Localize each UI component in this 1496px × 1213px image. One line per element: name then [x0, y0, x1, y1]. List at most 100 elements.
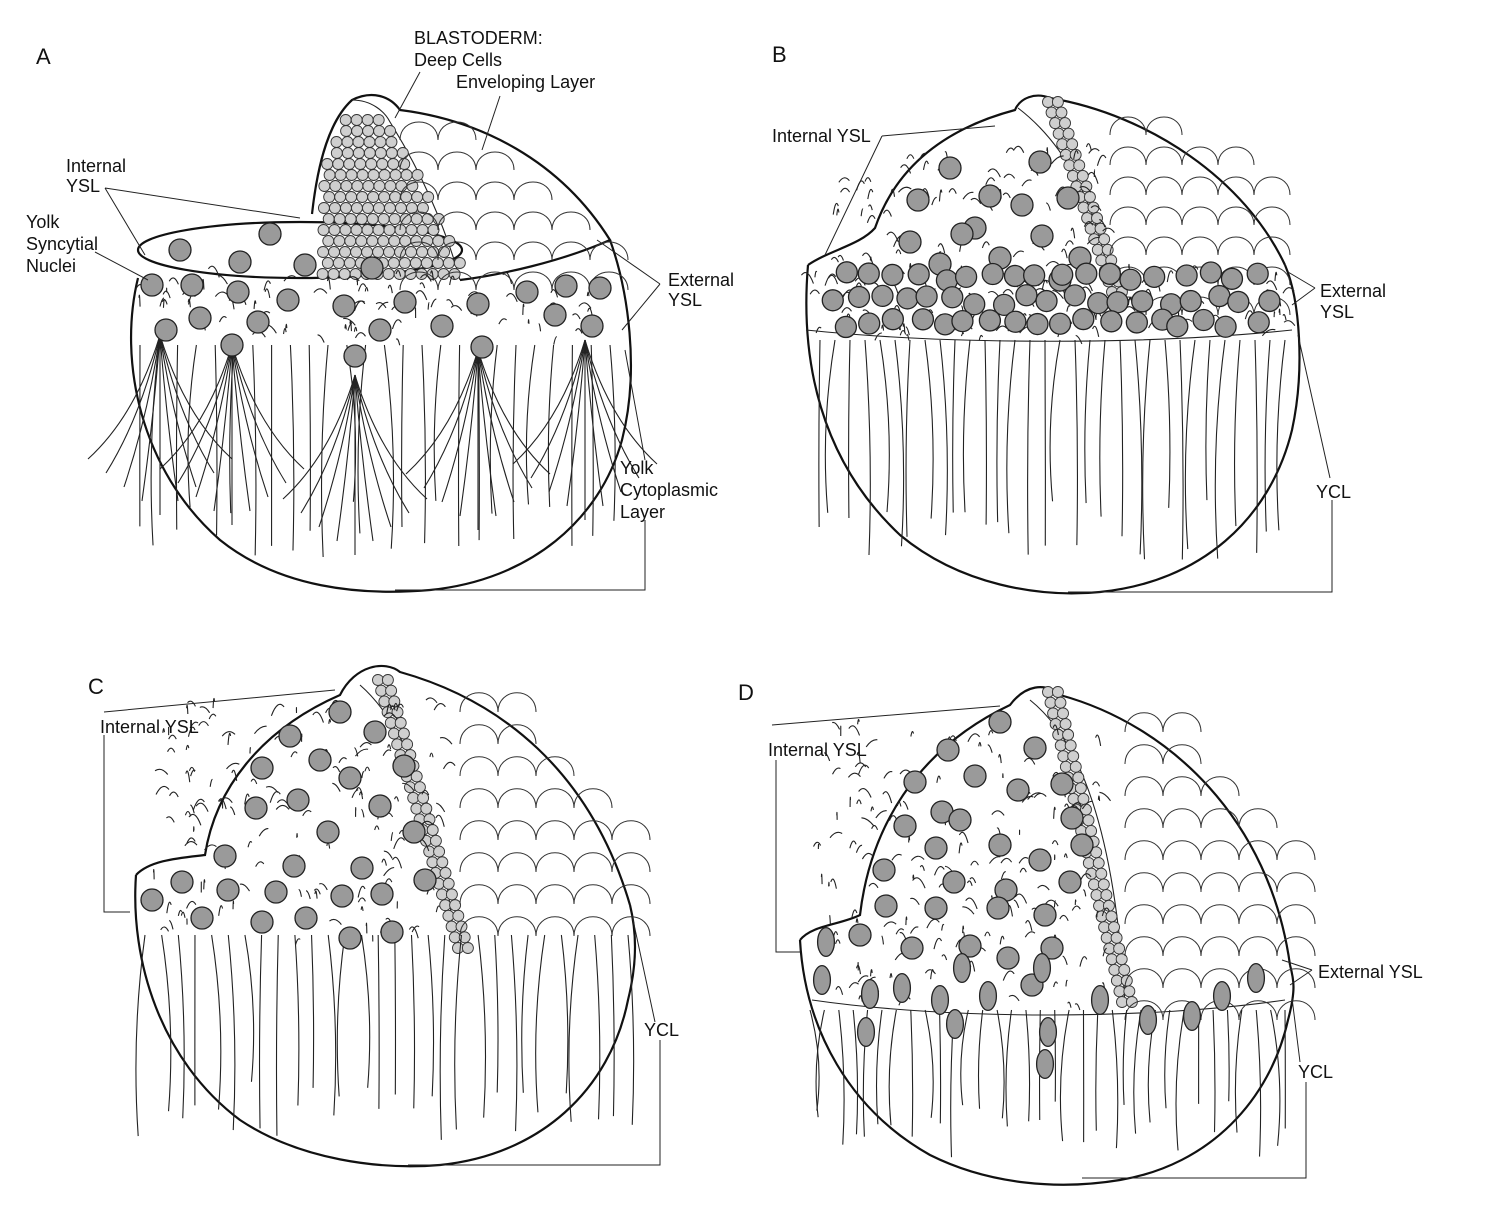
ysl-filament: [958, 831, 969, 844]
ysl-filament: [383, 866, 395, 877]
aster-ray: [354, 374, 374, 542]
yolk-nuclei-d: [812, 710, 1266, 1080]
ycl-microtubule: [852, 1009, 859, 1135]
deep-cell: [1057, 750, 1070, 763]
ysl-filament: [1053, 806, 1056, 819]
deep-cell: [382, 268, 395, 280]
leader-ycl: [408, 914, 661, 1166]
yolk-nucleus: [316, 820, 340, 844]
evl-cell: [589, 241, 629, 261]
ysl-filament: [338, 757, 347, 764]
ysl-filament: [832, 767, 841, 775]
deep-cell: [400, 169, 413, 181]
yolk-nucleus: [293, 253, 317, 277]
ysl-filament: [355, 787, 363, 796]
yolk-nucleus: [906, 188, 930, 212]
ysl-filament: [936, 775, 941, 783]
ysl-filament: [909, 262, 912, 268]
yolk-nucleus: [1035, 1048, 1055, 1080]
deep-cell: [1059, 718, 1072, 731]
deep-cell: [427, 224, 440, 236]
yolk-nucleus: [936, 738, 960, 762]
ycl-microtubule: [1270, 1009, 1281, 1146]
deep-cell: [442, 257, 455, 269]
ysl-filament: [912, 874, 915, 880]
aster-ray: [231, 344, 305, 470]
ycl-microtubule: [477, 934, 487, 1118]
ycl-microtubule: [401, 344, 404, 527]
evl-cell: [535, 820, 575, 841]
yolk-nucleus: [938, 156, 962, 180]
ysl-filament: [1018, 857, 1029, 864]
yolk-nucleus: [515, 280, 539, 304]
deep-cell: [351, 180, 364, 192]
deep-cell: [361, 224, 374, 236]
ysl-filament: [357, 885, 366, 898]
deep-cell: [415, 268, 428, 280]
aster-ray: [318, 374, 356, 528]
deep-cell: [410, 770, 423, 783]
ysl-filament: [290, 751, 298, 758]
ysl-filament: [167, 747, 176, 753]
ysl-filament: [924, 969, 936, 975]
ysl-filament: [1041, 279, 1048, 291]
evl-cell: [535, 884, 575, 905]
deep-cells-a: [316, 114, 466, 280]
ycl-microtubule: [1074, 339, 1079, 546]
yolk-nucleus: [1090, 984, 1110, 1016]
evl-cell: [1276, 968, 1316, 989]
ysl-filament: [891, 853, 902, 861]
ysl-filament: [208, 713, 217, 720]
deep-cell: [317, 246, 330, 258]
ysl-filament: [899, 931, 907, 940]
ycl-microtubule: [924, 1009, 934, 1118]
ysl-filament: [219, 797, 233, 804]
ysl-filament: [813, 841, 822, 847]
ysl-filament: [1037, 884, 1050, 891]
ycl-microtubule: [252, 344, 257, 556]
ysl-filament: [1083, 221, 1094, 227]
ysl-filament: [160, 926, 170, 932]
label-yolk-nuclei-3: Nuclei: [26, 256, 76, 276]
yolk-nucleus: [924, 896, 948, 920]
evl-cell: [551, 211, 591, 231]
ycl-microtubule: [952, 339, 956, 513]
yolk-nucleus: [1227, 290, 1250, 314]
yolk-nucleus: [900, 936, 924, 960]
deep-cell: [339, 224, 352, 236]
ysl-filament: [357, 283, 367, 292]
yolk-nucleus: [338, 766, 362, 790]
evl-cell: [535, 916, 575, 937]
deep-cell: [389, 191, 402, 203]
ycl-microtubule: [924, 339, 934, 519]
ysl-filament: [906, 154, 915, 160]
ysl-filament: [902, 323, 906, 333]
ycl-microtubule: [357, 344, 367, 534]
label-external-ysl-1: External: [1320, 281, 1386, 301]
ysl-filament: [1079, 186, 1092, 193]
ysl-filament: [1045, 899, 1059, 907]
deep-cell: [1093, 899, 1105, 912]
yolk-nucleus: [188, 306, 212, 330]
ysl-filament: [987, 290, 1000, 298]
yolk-nucleus: [250, 756, 274, 780]
ysl-filament: [199, 706, 211, 714]
evl-cell: [573, 852, 613, 873]
yolk-nucleus: [190, 906, 214, 930]
leader-external-ysl: [1287, 271, 1316, 306]
deep-cell: [1097, 878, 1110, 891]
ycl-microtubule: [433, 344, 442, 501]
deep-cell: [352, 136, 365, 148]
deep-cell: [1067, 750, 1080, 763]
ysl-filament: [835, 939, 841, 945]
blastoderm-outline: [135, 664, 632, 906]
deep-cell: [1057, 707, 1069, 720]
evl-cell: [1238, 936, 1278, 957]
aster-ray: [566, 339, 586, 507]
ysl-filament: [1005, 147, 1015, 153]
evl-cell: [513, 241, 553, 261]
yolk-nucleus: [1063, 284, 1087, 307]
yolk-fibers-c: [135, 697, 635, 1140]
yolk-nucleus: [368, 794, 392, 818]
deep-cell: [416, 246, 429, 258]
